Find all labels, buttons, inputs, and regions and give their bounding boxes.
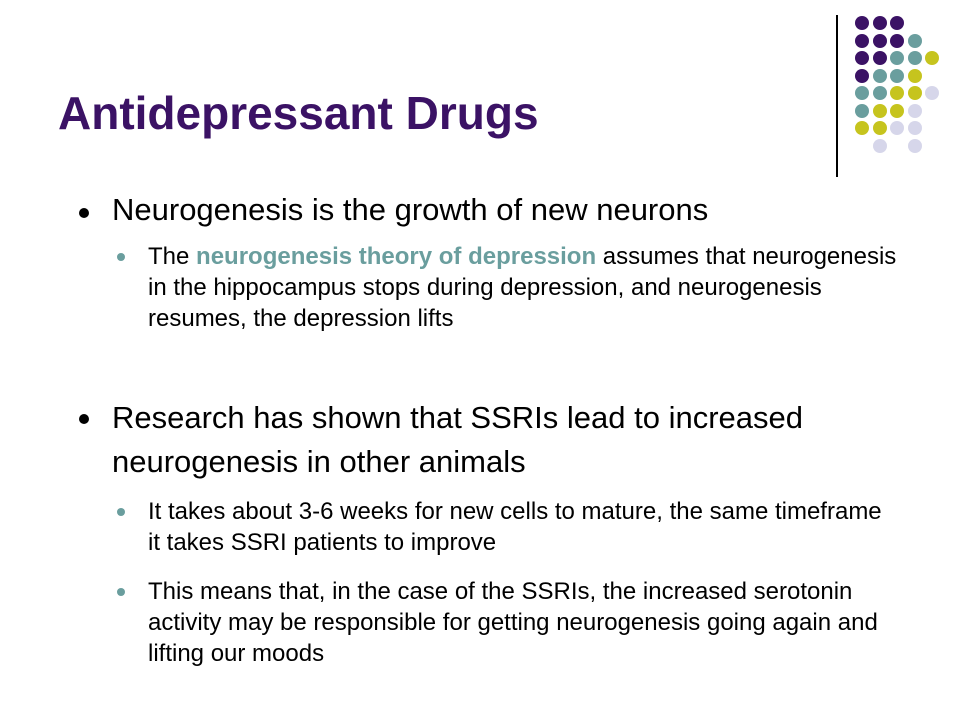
dot (872, 51, 887, 65)
bullet-2: Research has shown that SSRIs lead to in… (112, 400, 803, 479)
bullet-1: Neurogenesis is the growth of new neuron… (112, 192, 709, 227)
dot (890, 33, 904, 48)
dot (907, 138, 922, 153)
dot (872, 16, 887, 30)
dot (855, 103, 869, 118)
sub-bullet-icon (117, 253, 125, 261)
bullet-icon (79, 414, 89, 424)
dot (855, 33, 869, 48)
dot (855, 16, 869, 30)
dot (872, 33, 887, 48)
dot (855, 86, 869, 100)
dot (907, 86, 922, 100)
dot (925, 86, 939, 100)
dot (872, 121, 887, 135)
highlighted-term: neurogenesis theory of depression (196, 243, 597, 270)
dot (855, 51, 869, 65)
dot (925, 51, 939, 65)
dot (872, 68, 887, 83)
dot (907, 33, 922, 48)
sub-bullet-2-2: This means that, in the case of the SSRI… (148, 578, 878, 667)
dot (890, 121, 904, 135)
dot (855, 121, 869, 135)
text: assumes that neurogenesis in the hippoca… (148, 243, 897, 332)
dot (872, 86, 887, 100)
dot (890, 103, 904, 118)
dot (907, 121, 922, 135)
dot (907, 68, 922, 83)
bullet-icon (79, 208, 89, 218)
slide-title: Antidepressant Drugs (58, 87, 539, 139)
dot (890, 86, 904, 100)
dot (855, 68, 869, 83)
text: The (148, 243, 197, 270)
sub-bullet-1-1: The neurogenesis theory of depression as… (148, 241, 918, 334)
dot (890, 51, 904, 65)
dot (907, 51, 922, 65)
dot (872, 103, 887, 118)
dot (890, 68, 904, 83)
divider-line (836, 15, 838, 177)
sub-bullet-icon (117, 588, 125, 596)
dot (907, 103, 922, 118)
sub-bullet-2-1: It takes about 3-6 weeks for new cells t… (148, 498, 882, 556)
sub-bullet-icon (117, 508, 125, 516)
dot (872, 138, 887, 153)
dot (890, 16, 904, 30)
